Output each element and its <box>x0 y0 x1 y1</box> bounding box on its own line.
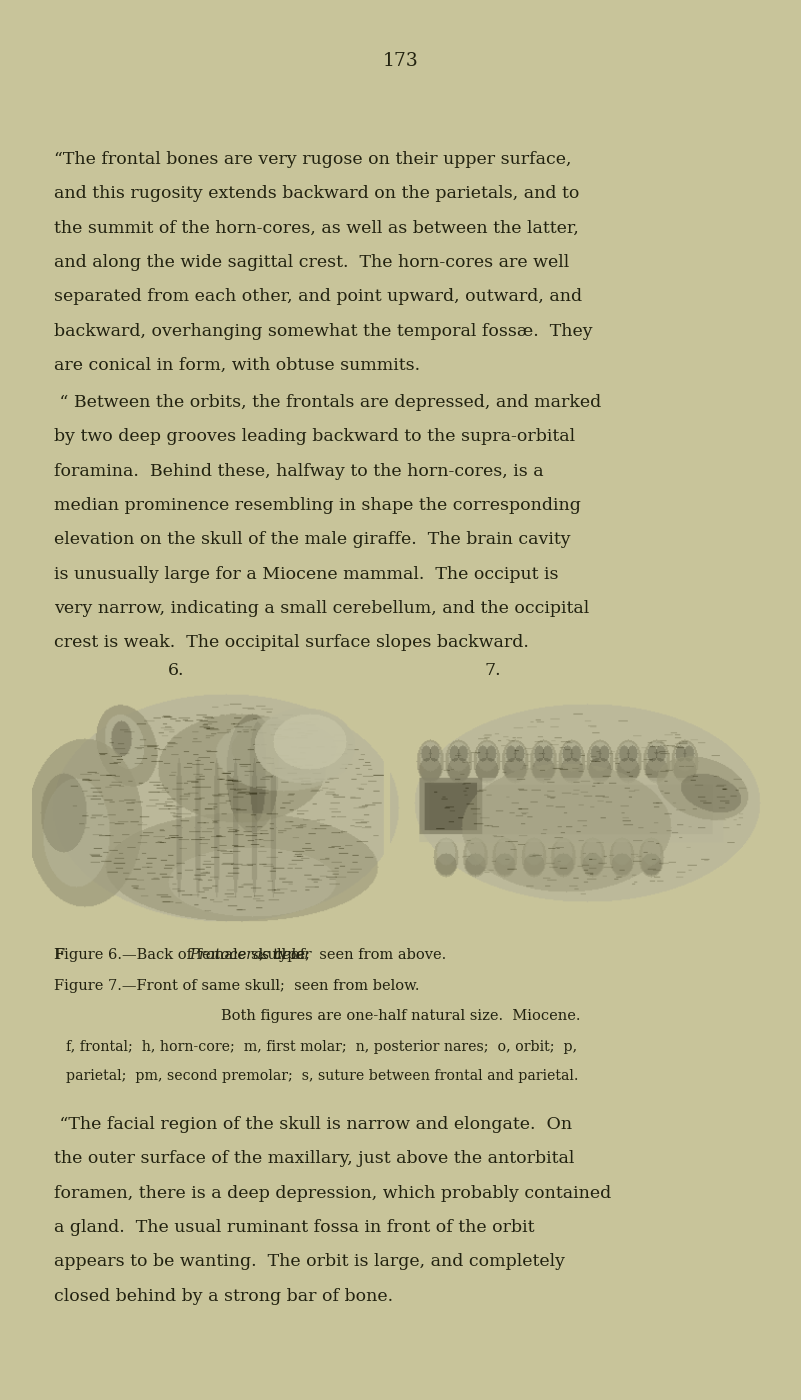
Text: F: F <box>54 948 65 962</box>
Text: very narrow, indicating a small cerebellum, and the occipital: very narrow, indicating a small cerebell… <box>54 599 590 617</box>
Text: “The frontal bones are very rugose on their upper surface,: “The frontal bones are very rugose on th… <box>54 151 572 168</box>
Text: are conical in form, with obtuse summits.: are conical in form, with obtuse summits… <box>54 357 421 374</box>
Text: a gland.  The usual ruminant fossa in front of the orbit: a gland. The usual ruminant fossa in fro… <box>54 1219 535 1236</box>
Text: is unusually large for a Miocene mammal.  The occiput is: is unusually large for a Miocene mammal.… <box>54 566 559 582</box>
Text: backward, overhanging somewhat the temporal fossæ.  They: backward, overhanging somewhat the tempo… <box>54 322 593 340</box>
Text: foramina.  Behind these, halfway to the horn-cores, is a: foramina. Behind these, halfway to the h… <box>54 462 544 480</box>
Text: and along the wide sagittal crest.  The horn-cores are well: and along the wide sagittal crest. The h… <box>54 253 570 272</box>
Text: 173: 173 <box>383 52 418 70</box>
Text: s: s <box>90 889 97 903</box>
Text: m: m <box>446 720 459 734</box>
Text: by two deep grooves leading backward to the supra-orbital: by two deep grooves leading backward to … <box>54 428 576 445</box>
Text: p: p <box>51 857 60 871</box>
Text: median prominence resembling in shape the corresponding: median prominence resembling in shape th… <box>54 497 582 514</box>
Text: “The facial region of the skull is narrow and elongate.  On: “The facial region of the skull is narro… <box>54 1116 573 1133</box>
Text: f, frontal;  h, horn-core;  m, first molar;  n, posterior nares;  o, orbit;  p,: f, frontal; h, horn-core; m, first molar… <box>66 1040 578 1054</box>
Text: Protoceras celer: Protoceras celer <box>189 948 312 962</box>
Text: ;  type;  seen from above.: ; type; seen from above. <box>260 948 446 962</box>
Text: separated from each other, and point upward, outward, and: separated from each other, and point upw… <box>54 288 582 305</box>
Text: 7.: 7. <box>485 662 501 679</box>
Text: closed behind by a strong bar of bone.: closed behind by a strong bar of bone. <box>54 1288 393 1305</box>
Text: Figure 7.—Front of same skull;  seen from below.: Figure 7.—Front of same skull; seen from… <box>54 979 420 993</box>
Text: 6.: 6. <box>168 662 184 679</box>
Text: pm: pm <box>569 746 590 760</box>
Text: the outer surface of the maxillary, just above the antorbital: the outer surface of the maxillary, just… <box>54 1151 575 1168</box>
Text: the summit of the horn-cores, as well as between the latter,: the summit of the horn-cores, as well as… <box>54 220 579 237</box>
Text: o: o <box>231 689 239 703</box>
Text: “ Between the orbits, the frontals are depressed, and marked: “ Between the orbits, the frontals are d… <box>54 393 602 412</box>
Text: foramen, there is a deep depression, which probably contained: foramen, there is a deep depression, whi… <box>54 1184 612 1201</box>
Text: h: h <box>74 760 83 774</box>
Text: Both figures are one-half natural size.  Miocene.: Both figures are one-half natural size. … <box>221 1009 580 1023</box>
Text: crest is weak.  The occipital surface slopes backward.: crest is weak. The occipital surface slo… <box>54 634 529 651</box>
Text: elevation on the skull of the male giraffe.  The brain cavity: elevation on the skull of the male giraf… <box>54 531 571 549</box>
Text: and this rugosity extends backward on the parietals, and to: and this rugosity extends backward on th… <box>54 185 580 203</box>
Text: parietal;  pm, second premolar;  s, suture between frontal and parietal.: parietal; pm, second premolar; s, suture… <box>66 1068 579 1082</box>
Text: appears to be wanting.  The orbit is large, and completely: appears to be wanting. The orbit is larg… <box>54 1253 566 1270</box>
Text: f: f <box>158 781 163 795</box>
Text: Figure 6.—Back of female skull of: Figure 6.—Back of female skull of <box>54 948 310 962</box>
